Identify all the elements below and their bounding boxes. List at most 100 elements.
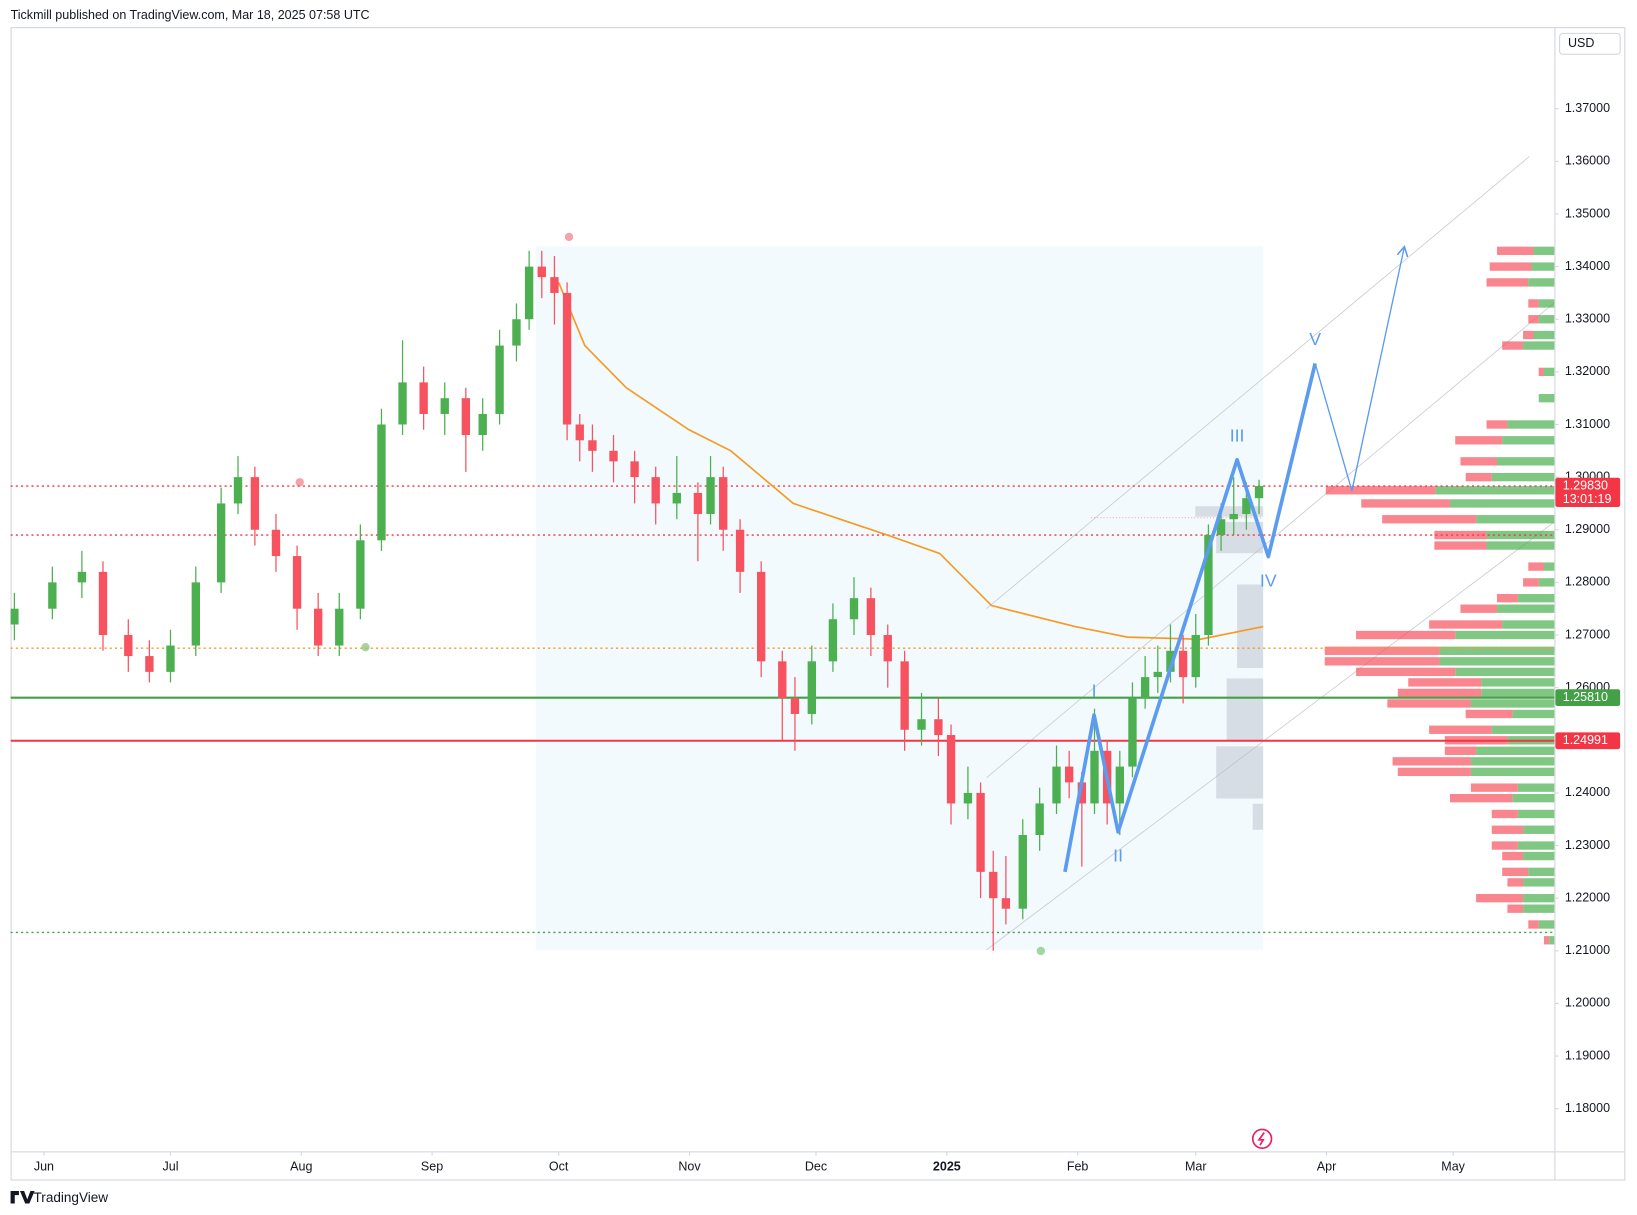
candle-body [233,477,243,504]
x-tick-label: Nov [678,1159,701,1173]
candle-body [124,635,133,657]
profile-down [1434,530,1487,540]
x-tick-label: Dec [805,1159,827,1173]
news-icon[interactable] [1251,1128,1273,1150]
profile-down [1392,757,1471,766]
candle-body [1065,766,1074,783]
candle-body [398,382,407,425]
profile-bar [1226,678,1264,742]
profile-down [1528,920,1539,929]
profile-up [1517,594,1555,603]
candle-body [1254,486,1264,499]
candle-body [778,661,787,699]
profile-up [1470,757,1555,766]
profile-down [1465,709,1513,719]
profile-bar [1216,746,1264,799]
candle-body [271,529,281,557]
candle-body [900,661,909,730]
profile-up [1538,578,1555,587]
x-tick-label: Jul [162,1159,178,1173]
profile-down [1397,767,1471,777]
candle-body [98,571,108,636]
price-label: 1.24991 [1563,733,1608,747]
profile-bar [1237,584,1264,669]
profile-down [1486,420,1508,429]
x-tick-label: Feb [1067,1159,1089,1173]
profile-down [1465,472,1492,482]
price-label-box [1555,477,1621,507]
profile-down [1502,341,1524,350]
profile-up [1496,457,1555,466]
profile-up [1507,420,1555,429]
profile-down [1502,851,1524,861]
candle-body [963,792,973,804]
news-icon-bolt [1257,1132,1265,1146]
x-tick-label: May [1441,1159,1465,1173]
profile-up [1470,767,1555,777]
price-label-box [1555,689,1621,707]
x-tick-label: Oct [549,1159,569,1173]
currency: USD [1568,36,1594,50]
y-tick-label: 1.35000 [1565,206,1610,220]
candle-body [807,661,816,714]
profile-up [1517,809,1555,819]
profile-up [1455,630,1555,640]
profile-down [1491,809,1518,819]
profile-down [1528,562,1544,571]
profile-down [1491,841,1518,850]
candle-body [1018,835,1027,909]
profile-up [1523,893,1555,903]
profile-down [1324,657,1440,666]
candle-body [313,608,323,646]
channel-line [986,156,1530,609]
candle-body [1204,535,1213,636]
profile-up [1491,725,1555,734]
profile-up [1476,515,1555,524]
candle-body [706,477,715,514]
candle-body [735,529,745,572]
profile-down [1460,604,1497,613]
profile-down [1356,630,1456,640]
profile-up [1543,367,1555,377]
candle-body [1178,650,1188,678]
profile-down [1476,893,1524,903]
profile-down [1325,486,1436,495]
candle-body [630,461,639,478]
candle-body [989,871,998,899]
profile-up [1502,620,1555,629]
profile-down [1538,367,1544,377]
y-tick-label: 1.20000 [1565,996,1610,1010]
x-tick-label: Mar [1185,1159,1207,1173]
profile-down [1502,867,1529,877]
profile-down [1496,594,1518,603]
wave-line [1063,363,1317,873]
profile-up [1533,330,1555,340]
profile-down [1361,499,1451,508]
projection-line [1314,248,1404,492]
profile-down [1434,541,1487,550]
profile-up [1543,562,1555,571]
countdown: 13:01:19 [1563,492,1612,506]
profile-down [1450,794,1513,803]
profile-up [1439,657,1555,666]
profile-down [1507,878,1524,887]
y-tick-label: 1.29000 [1565,522,1610,536]
candle-body [10,608,19,625]
moving-average [557,282,1264,641]
candle-body [537,266,546,278]
profile-up [1481,688,1555,698]
pivot-dot [1036,946,1046,956]
candle-body [1115,766,1124,804]
profile-up [1481,678,1555,687]
currency-box[interactable] [1559,32,1621,55]
candle-body [250,477,260,530]
profile-down [1523,330,1534,340]
profile-down [1543,936,1550,945]
footer-brand: TradingView [34,1190,109,1205]
profile-down [1455,436,1503,445]
profile-up [1523,904,1555,913]
profile-up [1496,604,1555,613]
profile-down [1408,678,1482,687]
candle-body [790,698,800,714]
